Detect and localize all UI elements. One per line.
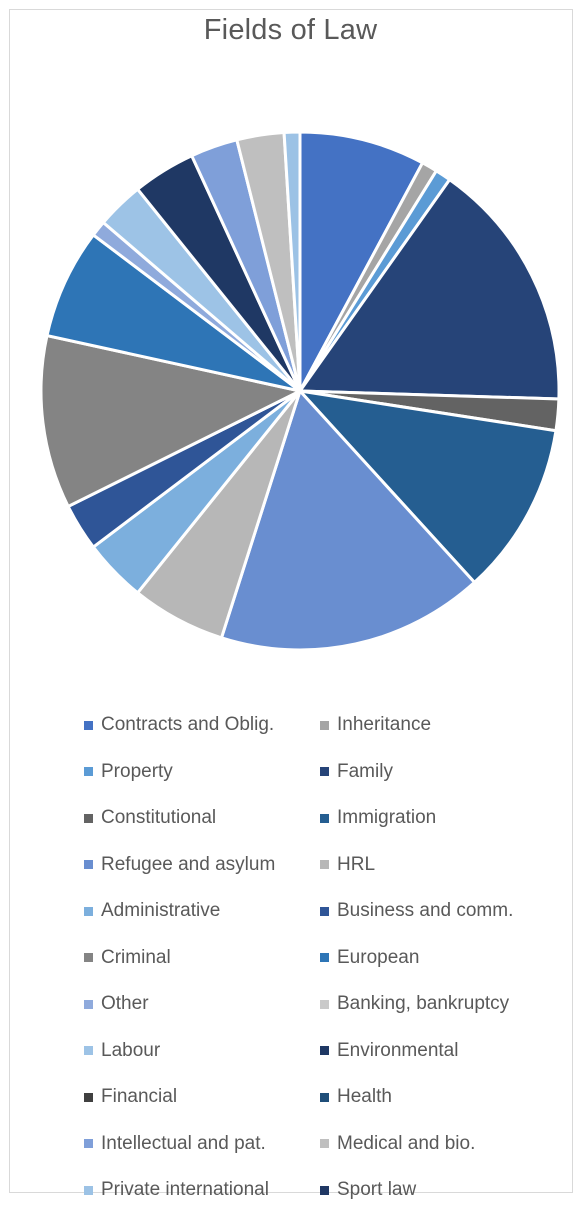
legend-label: HRL xyxy=(337,853,376,875)
legend-swatch xyxy=(84,1092,93,1102)
legend-label: Sport law xyxy=(337,1179,417,1200)
legend-label: Property xyxy=(101,760,173,782)
legend-label: Constitutional xyxy=(101,807,217,828)
legend-item: Financial xyxy=(84,1082,177,1112)
legend-item: Sport law xyxy=(320,1175,416,1205)
legend-item: Other xyxy=(84,989,149,1019)
legend-label: Intellectual and pat. xyxy=(101,1132,266,1154)
legend-label: Family xyxy=(337,760,393,782)
legend-swatch xyxy=(320,1139,329,1148)
legend-item: Medical and bio. xyxy=(320,1129,475,1159)
legend-item: Administrative xyxy=(84,896,220,926)
legend-swatch xyxy=(320,720,329,730)
chart-title: Fields of Law xyxy=(203,14,378,46)
legend-swatch xyxy=(320,1046,329,1055)
legend-swatch xyxy=(320,999,329,1009)
legend-label: Immigration xyxy=(337,807,437,828)
pie-slice-family xyxy=(297,177,561,401)
legend-swatch xyxy=(320,1185,329,1195)
legend-item: Criminal xyxy=(84,943,171,973)
legend-label: Financial xyxy=(101,1086,178,1107)
legend-label: Labour xyxy=(101,1039,161,1061)
legend-label: Health xyxy=(337,1086,392,1107)
legend-item: Constitutional xyxy=(84,803,216,833)
legend-item: Health xyxy=(320,1082,392,1112)
legend-label: Other xyxy=(101,993,149,1014)
legend-label: Administrative xyxy=(101,900,221,921)
pie-slice-european xyxy=(45,232,301,393)
legend-item: HRL xyxy=(320,850,375,880)
legend-item: European xyxy=(320,943,419,973)
legend-label: Contracts and Oblig. xyxy=(101,714,275,735)
pie-slice-contracts-and-oblig xyxy=(298,130,425,392)
legend-item: Intellectual and pat. xyxy=(84,1129,266,1159)
pie-slice-refugee-and-asylum xyxy=(219,388,477,652)
legend-swatch xyxy=(84,720,93,730)
legend-item: Business and comm. xyxy=(320,896,513,926)
legend-label: Banking, bankruptcy xyxy=(337,993,510,1014)
legend-label: Criminal xyxy=(101,946,171,968)
legend-item: Private international xyxy=(84,1175,269,1205)
legend-swatch xyxy=(84,999,93,1009)
legend-label: Inheritance xyxy=(337,714,432,735)
legend-swatch xyxy=(84,767,93,776)
legend-label: Refugee and asylum xyxy=(101,853,276,875)
legend-swatch xyxy=(84,1046,93,1055)
pie-chart xyxy=(39,130,561,652)
legend-item: Contracts and Oblig. xyxy=(84,710,274,740)
legend-item: Banking, bankruptcy xyxy=(320,989,509,1019)
legend-item: Environmental xyxy=(320,1036,458,1066)
legend-label: Business and comm. xyxy=(337,900,514,921)
legend-swatch xyxy=(320,1092,329,1102)
legend-swatch xyxy=(320,953,329,962)
legend-label: Private international xyxy=(101,1179,269,1200)
legend-swatch xyxy=(84,953,93,962)
legend-swatch xyxy=(84,1185,93,1195)
legend-swatch xyxy=(320,767,329,776)
legend-item: Inheritance xyxy=(320,710,431,740)
legend-item: Refugee and asylum xyxy=(84,850,275,880)
pie-slice-private-international xyxy=(282,130,302,392)
legend-label: Medical and bio. xyxy=(337,1132,476,1154)
legend-swatch xyxy=(84,813,93,823)
legend-swatch xyxy=(84,860,93,869)
legend-item: Immigration xyxy=(320,803,436,833)
legend-label: European xyxy=(337,946,420,968)
legend-swatch xyxy=(84,906,93,916)
pie-slice-immigration xyxy=(296,388,558,585)
legend-item: Family xyxy=(320,757,393,787)
legend-swatch xyxy=(320,906,329,916)
legend-label: Environmental xyxy=(337,1039,459,1061)
legend-swatch xyxy=(320,813,329,823)
legend-swatch xyxy=(84,1139,93,1148)
legend-item: Property xyxy=(84,757,173,787)
legend-swatch xyxy=(320,860,329,869)
legend-item: Labour xyxy=(84,1036,160,1066)
